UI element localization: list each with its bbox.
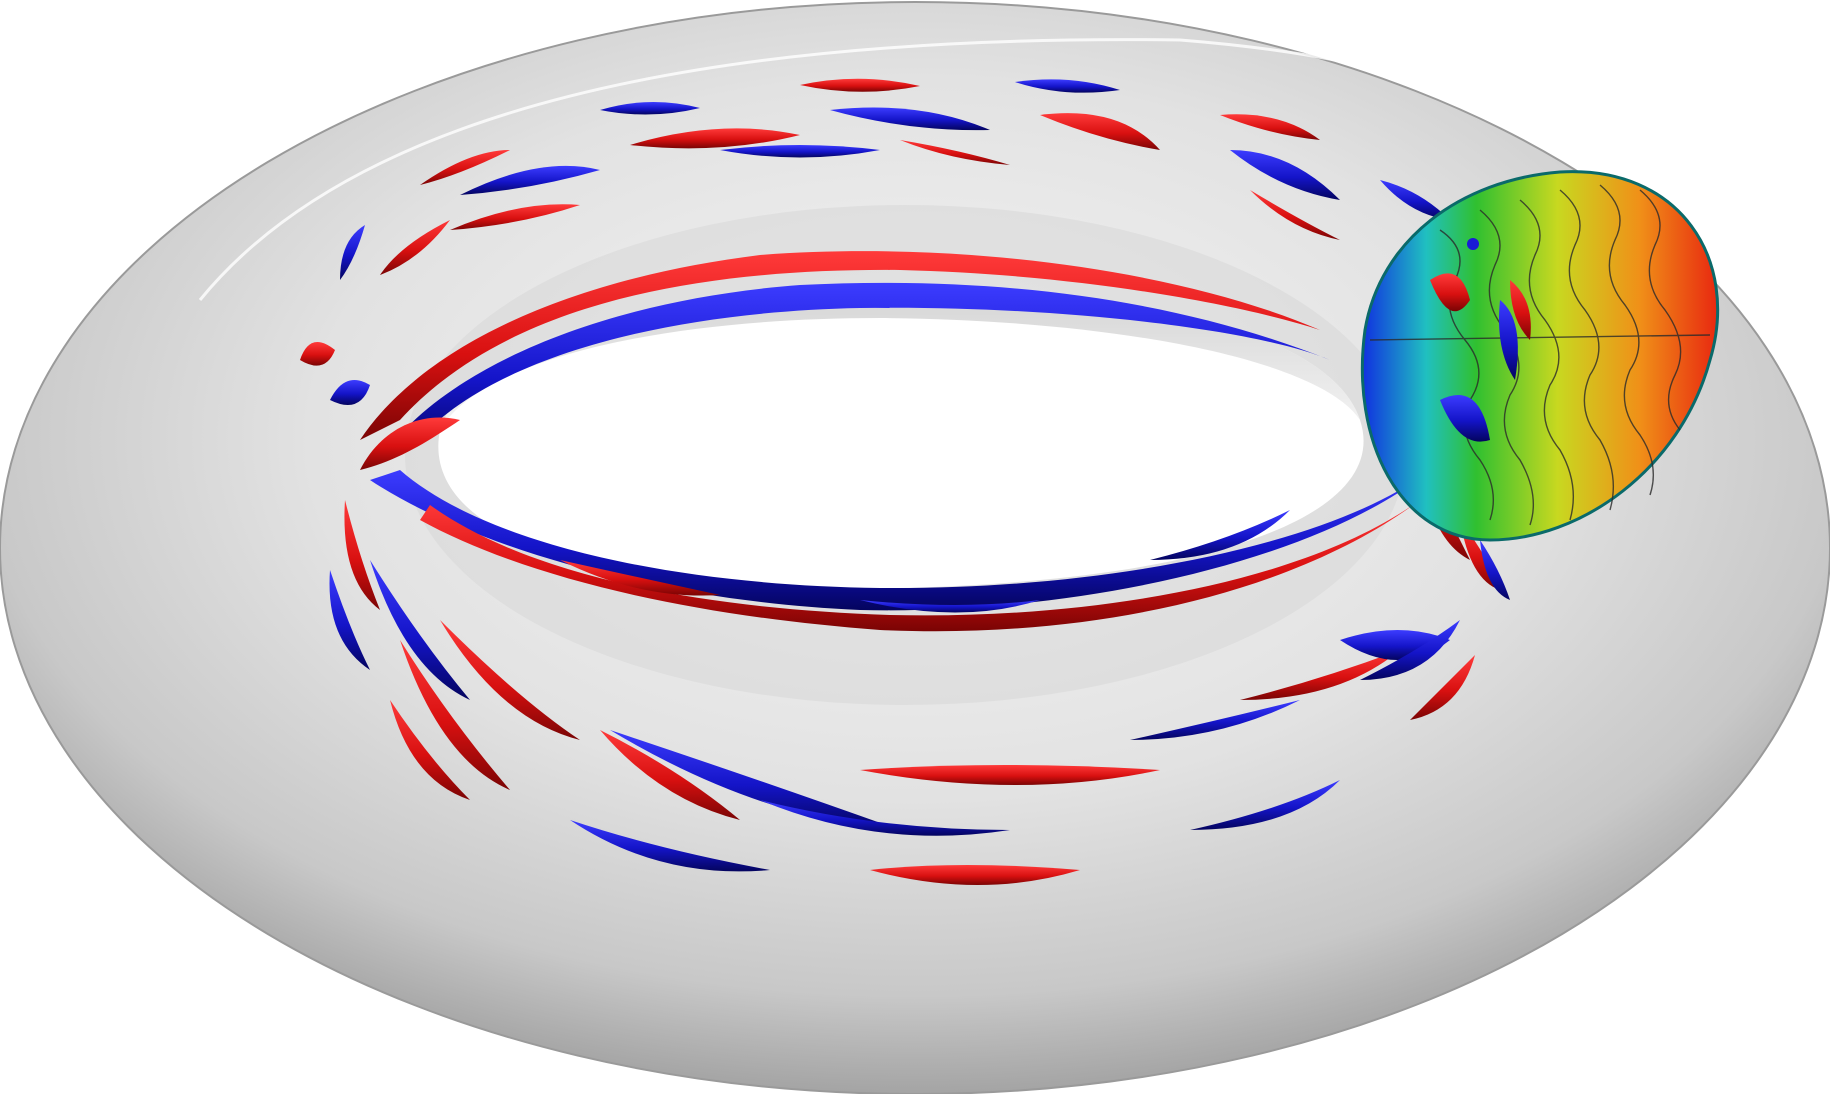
cross-section-slice (1360, 170, 1720, 542)
torus-hole (438, 287, 1364, 589)
red-blue-ribbon-structures (300, 78, 1510, 885)
